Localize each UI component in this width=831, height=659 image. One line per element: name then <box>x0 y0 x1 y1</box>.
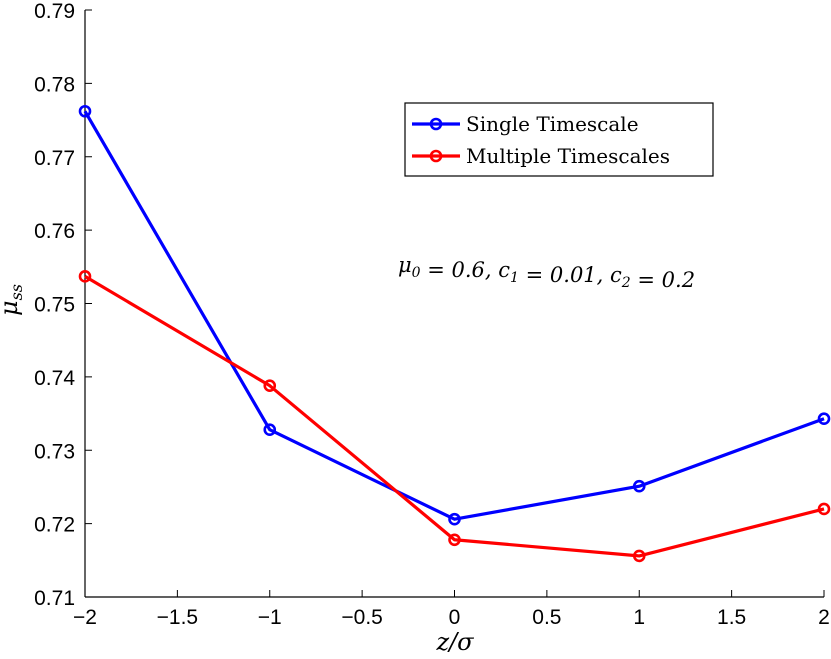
data-point <box>817 502 831 516</box>
x-tick-label: −1.5 <box>157 606 198 629</box>
x-axis-label: z/σ <box>435 628 474 656</box>
y-tick-label: 0.75 <box>34 294 75 317</box>
y-tick-label: 0.71 <box>34 587 75 610</box>
x-tick-label: 0.5 <box>532 606 561 629</box>
legend-marker <box>429 149 443 163</box>
data-point <box>78 104 92 118</box>
series-line <box>84 274 825 558</box>
x-tick-label: −0.5 <box>341 606 382 629</box>
legend: Single Timescale Multiple Timescales <box>404 102 714 177</box>
legend-label: Single Timescale <box>466 112 639 136</box>
data-point <box>817 412 831 425</box>
y-tick-label: 0.73 <box>34 440 75 463</box>
y-tick-label: 0.76 <box>34 220 75 243</box>
legend-label: Multiple Timescales <box>466 144 670 168</box>
x-tick-label: 1.5 <box>717 606 746 629</box>
y-tick-label: 0.72 <box>34 514 75 537</box>
legend-marker <box>429 117 443 131</box>
data-point <box>448 512 461 526</box>
series-multiple-timescales <box>78 270 831 563</box>
y-tick-label: 0.74 <box>34 367 75 390</box>
data-point <box>263 379 277 392</box>
y-tick-label: 0.79 <box>34 0 75 23</box>
data-point <box>632 479 646 493</box>
series-line <box>83 110 825 521</box>
y-tick-label: 0.78 <box>34 73 75 96</box>
data-point <box>448 533 461 547</box>
x-tick-label: 2 <box>818 606 830 629</box>
y-tick-label: 0.77 <box>34 147 75 170</box>
y-axis-label: μss <box>0 284 26 316</box>
data-point <box>263 423 277 437</box>
tick-labels: −2 −1.5 −1 −0.5 0 0.5 1 1.5 2 0.71 0.72 0.73 0.74 0.7… <box>34 0 830 629</box>
data-point <box>78 270 92 283</box>
parameter-annotation: μ0 = 0.6, c1 = 0.01, c2 = 0.2 <box>398 253 695 292</box>
legend-box <box>404 102 714 177</box>
data-point <box>632 549 646 563</box>
tick-marks <box>84 9 825 598</box>
series-lines <box>78 104 831 563</box>
x-tick-label: −2 <box>73 606 97 629</box>
x-tick-label: −1 <box>258 606 282 629</box>
x-tick-label: 0 <box>449 606 461 629</box>
x-tick-label: 1 <box>633 606 645 629</box>
series-single-timescale <box>78 104 831 526</box>
